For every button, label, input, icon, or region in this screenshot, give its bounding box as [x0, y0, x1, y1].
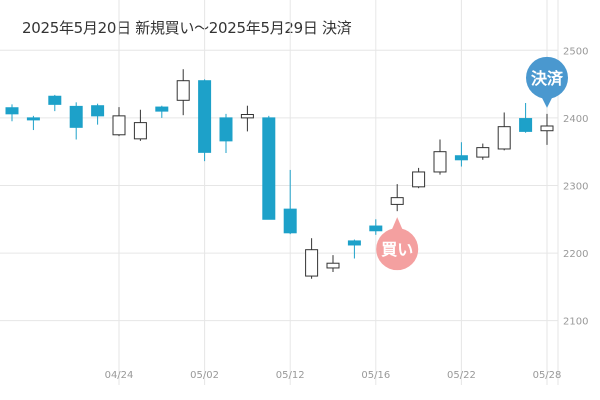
candles	[5, 69, 554, 279]
candle	[412, 167, 426, 189]
candle	[219, 113, 233, 154]
candle	[283, 169, 297, 235]
y-tick-label: 2400	[563, 114, 588, 125]
candle	[390, 184, 404, 212]
candle-body	[176, 80, 190, 101]
candle-body	[262, 117, 276, 220]
candle-body	[412, 171, 426, 188]
candle	[5, 104, 19, 122]
y-tick-label: 2200	[563, 249, 588, 260]
buy-marker-pointer	[391, 217, 404, 232]
candle	[262, 115, 276, 220]
candle	[519, 103, 533, 133]
candle-body	[240, 114, 254, 119]
y-tick-label: 2500	[563, 46, 588, 57]
candle-body	[155, 106, 169, 112]
sell-marker: 決済	[526, 56, 568, 108]
candle-body	[540, 125, 554, 132]
candle	[198, 79, 212, 162]
candle	[476, 143, 490, 160]
candle-body	[497, 126, 511, 150]
x-tick-label: 05/02	[190, 370, 219, 381]
x-tick-label: 05/28	[533, 370, 562, 381]
candle	[112, 107, 126, 137]
candle	[497, 112, 511, 151]
x-tick-label: 04/24	[105, 370, 134, 381]
candle-body	[26, 117, 40, 121]
buy-marker: 買い	[376, 217, 419, 271]
candle-body	[326, 262, 340, 269]
candle-body	[133, 122, 147, 140]
grid-lines	[0, 0, 559, 385]
x-tick-label: 05/12	[276, 370, 305, 381]
x-tick-label: 05/16	[361, 370, 390, 381]
candle	[433, 139, 447, 175]
candle	[347, 239, 361, 259]
candle	[369, 219, 383, 235]
candle-body	[283, 208, 297, 234]
candle-body	[454, 155, 468, 161]
y-tick-label: 2300	[563, 181, 588, 192]
candle-body	[198, 80, 212, 153]
candle-body	[369, 225, 383, 232]
candle	[155, 105, 169, 118]
x-tick-label: 05/22	[447, 370, 476, 381]
candle-body	[433, 151, 447, 173]
candle-body	[305, 249, 319, 277]
candle-body	[390, 197, 404, 205]
candle	[91, 103, 105, 125]
chart-title: 2025年5月20日 新規買い～2025年5月29日 決済	[22, 19, 352, 37]
marker-label: 買い	[381, 240, 413, 259]
candle	[305, 238, 319, 279]
sell-marker-pointer	[541, 95, 553, 108]
sell-marker-bubble	[526, 56, 568, 99]
candle-body	[91, 105, 105, 117]
candle-body	[48, 95, 62, 105]
buy-marker-bubble	[376, 228, 419, 271]
candle	[48, 94, 62, 112]
candle-body	[519, 118, 533, 132]
candle-body	[69, 105, 83, 128]
candle	[133, 109, 147, 141]
candle	[540, 113, 554, 145]
candle	[26, 115, 40, 131]
candle-body	[219, 117, 233, 142]
candle-body	[5, 107, 19, 115]
y-tick-label: 2100	[563, 317, 588, 328]
trade-markers: 買い 決済	[376, 56, 568, 271]
candle-body	[347, 240, 361, 246]
candle	[69, 102, 83, 140]
x-axis-ticks: 04/24 05/02 05/12 05/16 05/22 05/28	[105, 370, 562, 381]
candle	[454, 142, 468, 167]
candle	[326, 255, 340, 273]
candle	[240, 105, 254, 132]
candle-body	[476, 147, 490, 158]
candle	[176, 69, 190, 116]
candle-body	[112, 115, 126, 136]
y-axis-ticks: 2100 2200 2300 2400 2500	[563, 46, 588, 327]
marker-label: 決済	[531, 69, 564, 88]
